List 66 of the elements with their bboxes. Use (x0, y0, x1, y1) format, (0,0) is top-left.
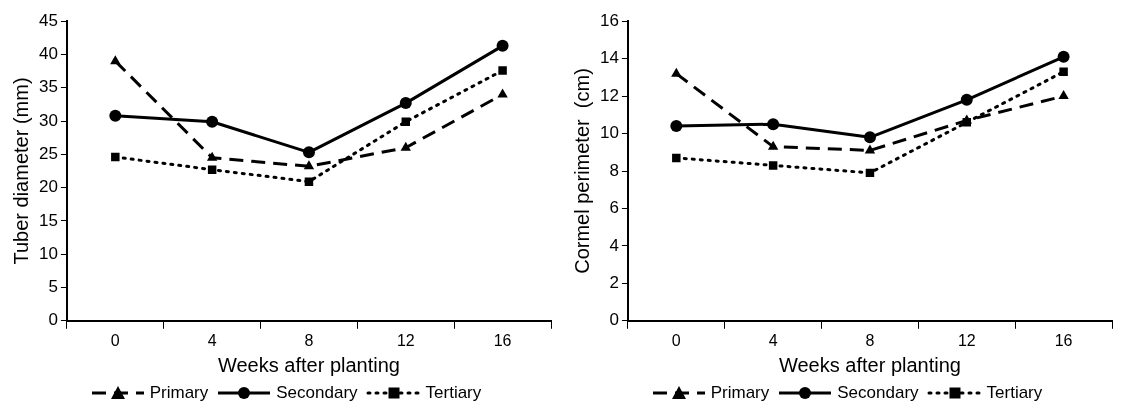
legend-label: Secondary (276, 383, 358, 403)
y-tick-label: 0 (48, 310, 58, 330)
y-tick-label: 10 (38, 243, 58, 263)
point (960, 93, 973, 106)
point (206, 151, 218, 161)
y-tick-label: 4 (609, 235, 619, 255)
point (206, 115, 219, 128)
point (111, 152, 120, 162)
point (767, 118, 780, 131)
point (1059, 67, 1068, 76)
y-axis-title: Cormel perimeter (cm) (570, 68, 593, 274)
y-tick-label: 8 (609, 160, 619, 180)
point (672, 153, 681, 163)
point (670, 120, 683, 133)
legend-label: Secondary (837, 383, 919, 403)
y-tick-label: 25 (38, 144, 58, 164)
x-tick-label: 0 (110, 331, 120, 349)
point (496, 39, 509, 52)
x-tick-label: 16 (493, 331, 512, 349)
legend-label: Tertiary (986, 383, 1043, 403)
x-axis-title: Weeks after planting (778, 353, 961, 376)
y-tick-label: 15 (38, 210, 58, 230)
y-tick-label: 12 (599, 85, 619, 105)
point (863, 131, 876, 144)
point (498, 66, 507, 75)
point (768, 161, 778, 170)
point (671, 67, 682, 77)
x-tick-label: 12 (957, 331, 976, 349)
y-tick-label: 16 (599, 10, 619, 30)
y-tick-label: 2 (609, 273, 619, 293)
y-tick-label: 45 (38, 10, 58, 30)
x-tick-label: 12 (396, 331, 415, 349)
y-tick-label: 30 (38, 110, 58, 130)
point (399, 97, 412, 110)
point (1057, 50, 1070, 63)
x-tick-label: 0 (671, 331, 681, 349)
x-axis-title: Weeks after planting (217, 353, 400, 376)
x-tick-label: 8 (304, 331, 314, 349)
y-tick-label: 40 (38, 44, 58, 64)
x-tick-label: 8 (865, 331, 875, 349)
point (302, 146, 315, 159)
point (400, 141, 411, 151)
y-tick-label: 10 (599, 123, 619, 143)
point (864, 144, 876, 154)
point (767, 140, 779, 150)
point (401, 117, 411, 126)
y-tick-label: 20 (38, 177, 58, 197)
point (109, 109, 122, 122)
legend-label: Tertiary (425, 383, 482, 403)
y-tick-label: 6 (609, 198, 619, 218)
point (497, 88, 508, 98)
x-tick-label: 4 (768, 331, 778, 349)
y-tick-label: 0 (609, 310, 619, 330)
x-tick-label: 16 (1054, 331, 1073, 349)
point (304, 177, 314, 186)
y-tick-label: 14 (599, 48, 619, 68)
y-tick-label: 35 (38, 77, 58, 97)
point (110, 55, 121, 65)
legend-label: Primary (710, 383, 770, 403)
y-axis-title: Tuber diameter (mm) (9, 77, 32, 265)
point (207, 165, 217, 174)
x-tick-label: 4 (207, 331, 217, 349)
legend-label: Primary (149, 383, 209, 403)
point (1058, 90, 1069, 100)
point (303, 160, 315, 170)
y-tick-label: 5 (48, 277, 58, 297)
